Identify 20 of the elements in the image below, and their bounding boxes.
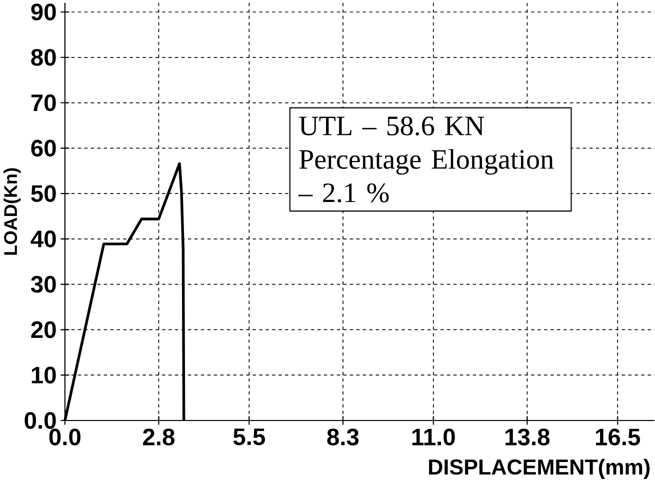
y-tick-label: 20 xyxy=(31,322,56,338)
y-axis-title: LOAD(Kn) xyxy=(4,168,21,256)
y-tick-label: 40 xyxy=(30,230,56,248)
x-tick-label: 13.8 xyxy=(506,428,550,446)
x-tick-label: 0.0 xyxy=(49,428,80,446)
x-tick-label: 2.8 xyxy=(143,428,174,446)
y-tick-label: 70 xyxy=(31,94,56,112)
y-tick-label: 90 xyxy=(31,4,56,21)
x-tick-label: 11.0 xyxy=(412,428,455,446)
y-tick-label: 60 xyxy=(31,140,56,157)
y-tick-label: 50 xyxy=(31,185,56,202)
annotation: UTL – 58.6 KN Percentage Elongation – 2.1 % xyxy=(298,116,554,203)
x-tick-label: 16.5 xyxy=(596,428,640,446)
x-tick-label: 5.5 xyxy=(233,428,265,446)
y-tick-label: 80 xyxy=(31,49,56,66)
x-axis-title: DISPLACEMENT(mm) xyxy=(429,459,650,480)
y-tick-label: 10 xyxy=(32,366,56,384)
y-tick-label: 0.0 xyxy=(24,412,56,430)
x-tick-label: 8.3 xyxy=(327,428,359,446)
y-tick-label: 30 xyxy=(30,276,56,293)
